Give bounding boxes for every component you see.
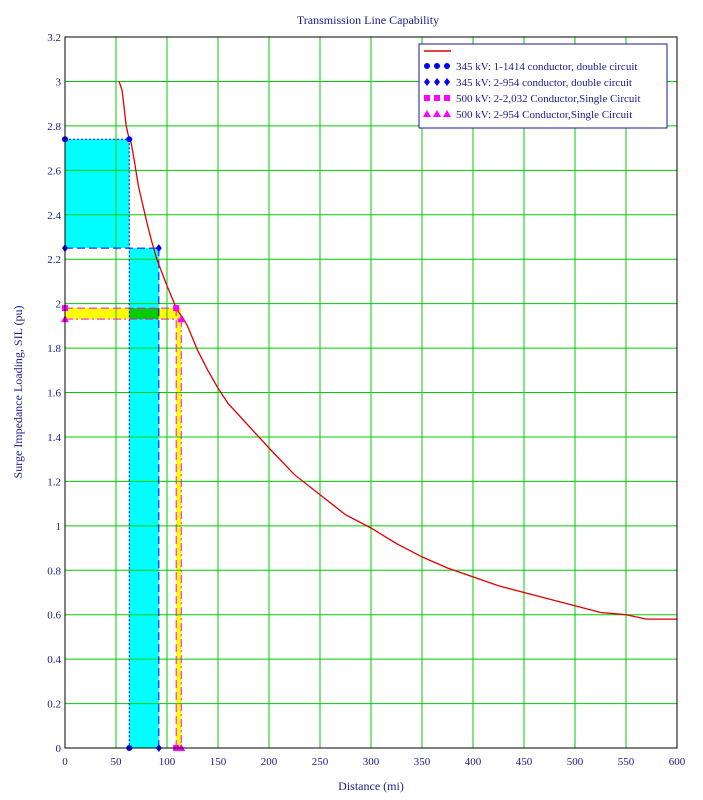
x-tick-label: 500 — [567, 756, 584, 768]
y-tick-label: 0.8 — [47, 565, 61, 577]
y-tick-label: 0.4 — [47, 654, 61, 666]
y-tick-label: 1 — [56, 521, 62, 533]
grid-lines — [65, 37, 677, 748]
y-tick-label: 0.6 — [47, 610, 61, 622]
chart-title: Transmission Line Capability — [297, 13, 439, 27]
legend-entry-1: 345 kV: 1-1414 conductor, double circuit — [456, 61, 637, 73]
x-tick-labels: 0 50 100 150 200 250 300 350 400 450 500 550 600 — [62, 756, 686, 768]
x-tick-label: 550 — [618, 756, 635, 768]
capability-curve-group — [118, 81, 677, 620]
x-tick-label: 600 — [669, 756, 686, 768]
x-tick-label: 450 — [516, 756, 533, 768]
y-tick-label: 2.8 — [47, 121, 61, 133]
y-tick-label: 2 — [56, 299, 62, 311]
plot-frame — [64, 36, 678, 749]
legend-marker — [434, 78, 440, 86]
y-tick-label: 2.6 — [47, 165, 61, 177]
legend-marker — [444, 63, 450, 69]
x-tick-label: 200 — [261, 756, 278, 768]
y-tick-label: 3 — [56, 76, 62, 88]
capability-curve — [118, 81, 677, 620]
fill-yellow-band — [65, 308, 182, 320]
legend-marker — [424, 63, 430, 69]
fill-cyan-column — [129, 248, 159, 748]
x-tick-label: 300 — [363, 756, 380, 768]
y-tick-label: 2.2 — [47, 254, 61, 266]
x-axis-label: Distance (mi) — [338, 779, 404, 793]
marker-series-4-point — [177, 315, 186, 323]
legend-marker — [424, 95, 430, 101]
y-tick-label: 0.2 — [47, 699, 61, 711]
legend: 345 kV: 1-1414 conductor, double circuit… — [418, 43, 668, 129]
guide-lines — [65, 138, 182, 748]
legend-entry-2: 345 kV: 2-954 conductor, double circuit — [456, 77, 632, 89]
y-tick-labels: 0 0.2 0.4 0.6 0.8 1 1.2 1.4 1.6 1.8 2 2.2 2.4 2.6 2.8 3… — [47, 32, 61, 755]
x-tick-label: 0 — [62, 756, 68, 768]
fill-yellow-column — [176, 319, 182, 748]
legend-marker — [444, 78, 450, 86]
x-tick-label: 150 — [210, 756, 227, 768]
x-tick-label: 50 — [111, 756, 123, 768]
legend-marker — [443, 110, 451, 117]
y-tick-label: 2.4 — [47, 210, 61, 222]
y-tick-label: 0 — [56, 743, 62, 755]
marker-series-2-point — [155, 244, 162, 253]
legend-marker — [424, 78, 430, 86]
legend-entry-4: 500 kV: 2-954 Conductor,Single Circuit — [456, 109, 632, 121]
fill-cyan-upper — [65, 139, 130, 249]
legend-marker — [434, 63, 440, 69]
marker-series-3-point — [173, 305, 180, 312]
legend-entry-3: 500 kV: 2-2,032 Conductor,Single Circuit — [456, 93, 641, 105]
legend-marker — [423, 110, 431, 117]
x-tick-label: 350 — [414, 756, 431, 768]
y-tick-label: 1.4 — [47, 432, 61, 444]
x-tick-label: 100 — [159, 756, 176, 768]
highlight-fills — [65, 139, 182, 748]
legend-marker — [433, 110, 441, 117]
y-tick-label: 3.2 — [47, 32, 61, 44]
legend-box — [418, 43, 668, 129]
x-tick-label: 400 — [465, 756, 482, 768]
fill-overlap — [129, 308, 159, 320]
x-tick-label: 250 — [312, 756, 329, 768]
y-tick-label: 1.8 — [47, 343, 61, 355]
marker-series-1-point — [126, 136, 133, 143]
legend-marker — [444, 95, 450, 101]
y-tick-label: 1.2 — [47, 476, 61, 488]
y-axis-label: Surge Impedance Loading, SIL (pu) — [11, 306, 25, 479]
legend-marker — [434, 95, 440, 101]
y-tick-label: 1.6 — [47, 388, 61, 400]
